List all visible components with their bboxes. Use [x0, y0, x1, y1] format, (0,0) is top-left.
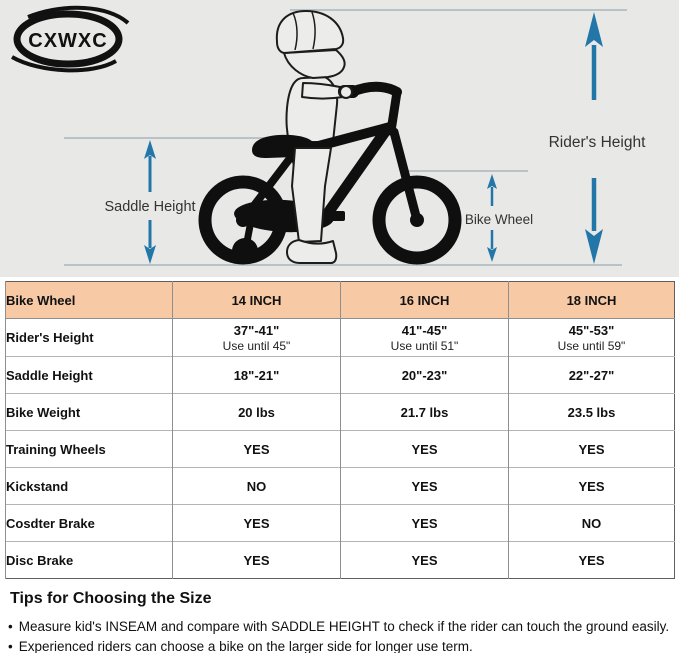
- tip-item: • Experienced riders can choose a bike o…: [8, 637, 672, 653]
- logo-swoosh-bottom: [11, 55, 118, 73]
- size-diagram-graphic: CXWXC: [11, 5, 647, 266]
- table-cell: YES: [508, 541, 675, 579]
- measurement-arrows: [144, 12, 603, 264]
- tip-text: Experienced riders can choose a bike on …: [18, 638, 473, 653]
- table-cell: YES: [172, 504, 341, 542]
- tip-item: • Measure kid's INSEAM and compare with …: [8, 617, 672, 637]
- row-label: Rider's Height: [5, 318, 173, 357]
- row-label: Disc Brake: [5, 541, 173, 579]
- header-col-18: 18 INCH: [508, 281, 675, 319]
- table-cell: NO: [508, 504, 675, 542]
- fork: [389, 127, 422, 225]
- table-row-disc-brake: Disc Brake YES YES YES: [5, 541, 675, 579]
- table-cell: 20 lbs: [172, 393, 341, 431]
- riders-height-arrow-down-head: [585, 229, 603, 264]
- table-cell: 45"-53" Use until 59": [508, 318, 675, 357]
- table-cell: YES: [340, 541, 509, 579]
- bullet-icon: •: [8, 619, 13, 634]
- stem: [386, 87, 402, 136]
- saddle-height-arrow-down-head: [144, 245, 156, 264]
- table-cell: YES: [340, 504, 509, 542]
- table-cell: YES: [340, 467, 509, 505]
- table-cell: YES: [172, 430, 341, 468]
- header-label: Bike Wheel: [5, 281, 173, 319]
- table-cell: YES: [508, 430, 675, 468]
- bike-wheel-arrow-down-head: [487, 247, 497, 262]
- table-cell: 21.7 lbs: [340, 393, 509, 431]
- front-wheel: [372, 175, 462, 265]
- riders-height-label: Rider's Height: [549, 134, 647, 151]
- header-col-16: 16 INCH: [340, 281, 509, 319]
- table-row-saddle-height: Saddle Height 18"-21" 20"-23" 22"-27": [5, 356, 675, 394]
- cell-sub: Use until 59": [557, 338, 626, 353]
- table-cell: 18"-21": [172, 356, 341, 394]
- child-face: [283, 49, 346, 79]
- cell-main: 41"-45": [401, 322, 448, 338]
- table-cell: YES: [340, 430, 509, 468]
- row-label: Kickstand: [5, 467, 173, 505]
- cell-main: 37"-41": [233, 322, 280, 338]
- brand-logo: CXWXC: [11, 5, 130, 73]
- saddle-height-arrow-up-head: [144, 140, 156, 159]
- bike-wheel-arrow-up-head: [487, 174, 497, 189]
- bike-wheel-label: Bike Wheel: [465, 212, 533, 227]
- helmet-vent: [292, 12, 298, 51]
- child-leg: [291, 147, 332, 243]
- cell-sub: Use until 51": [390, 338, 459, 353]
- table-header-row: Bike Wheel 14 INCH 16 INCH 18 INCH: [5, 281, 675, 319]
- child-illustration: [275, 10, 346, 143]
- size-diagram: CXWXC: [0, 0, 679, 277]
- measurement-lines: [64, 9, 627, 266]
- table-cell: YES: [172, 541, 341, 579]
- tips-section: Tips for Choosing the Size • Measure kid…: [8, 590, 672, 653]
- saddle-height-label: Saddle Height: [104, 199, 195, 215]
- table-cell: NO: [172, 467, 341, 505]
- table-row-training-wheels: Training Wheels YES YES YES: [5, 430, 675, 468]
- table-cell: 37"-41" Use until 45": [172, 318, 341, 357]
- down-tube: [324, 123, 393, 216]
- table-row-riders-height: Rider's Height 37"-41" Use until 45" 41"…: [5, 318, 675, 357]
- pedal: [328, 211, 345, 221]
- table-cell: 22"-27": [508, 356, 675, 394]
- header-col-14: 14 INCH: [172, 281, 341, 319]
- training-wheel: [232, 238, 258, 264]
- helmet-vent: [311, 11, 316, 50]
- row-label: Saddle Height: [5, 356, 173, 394]
- table-row-bike-weight: Bike Weight 20 lbs 21.7 lbs 23.5 lbs: [5, 393, 675, 431]
- child-front-parts: [286, 85, 353, 264]
- child-arm: [301, 82, 344, 100]
- size-chart-table: Bike Wheel 14 INCH 16 INCH 18 INCH Rider…: [5, 281, 675, 579]
- brand-logo-text: CXWXC: [28, 30, 107, 52]
- table-cell: 20"-23": [340, 356, 509, 394]
- table-cell: 41"-45" Use until 51": [340, 318, 509, 357]
- table-cell: 23.5 lbs: [508, 393, 675, 431]
- table-row-coaster-brake: Cosdter Brake YES YES NO: [5, 504, 675, 542]
- row-label: Cosdter Brake: [5, 504, 173, 542]
- riders-height-arrow-up-head: [585, 12, 603, 47]
- row-label: Bike Weight: [5, 393, 173, 431]
- child-shoe: [286, 239, 338, 264]
- tip-text: Measure kid's INSEAM and compare with SA…: [18, 619, 670, 634]
- child-hand: [339, 85, 353, 99]
- tips-heading: Tips for Choosing the Size: [10, 590, 212, 607]
- row-label: Training Wheels: [5, 430, 173, 468]
- table-cell: YES: [508, 467, 675, 505]
- cell-sub: Use until 45": [222, 338, 291, 353]
- bullet-icon: •: [8, 638, 13, 653]
- child-helmet: [275, 10, 345, 54]
- logo-swoosh-top: [27, 5, 130, 25]
- cell-main: 45"-53": [568, 322, 615, 338]
- table-row-kickstand: Kickstand NO YES YES: [5, 467, 675, 505]
